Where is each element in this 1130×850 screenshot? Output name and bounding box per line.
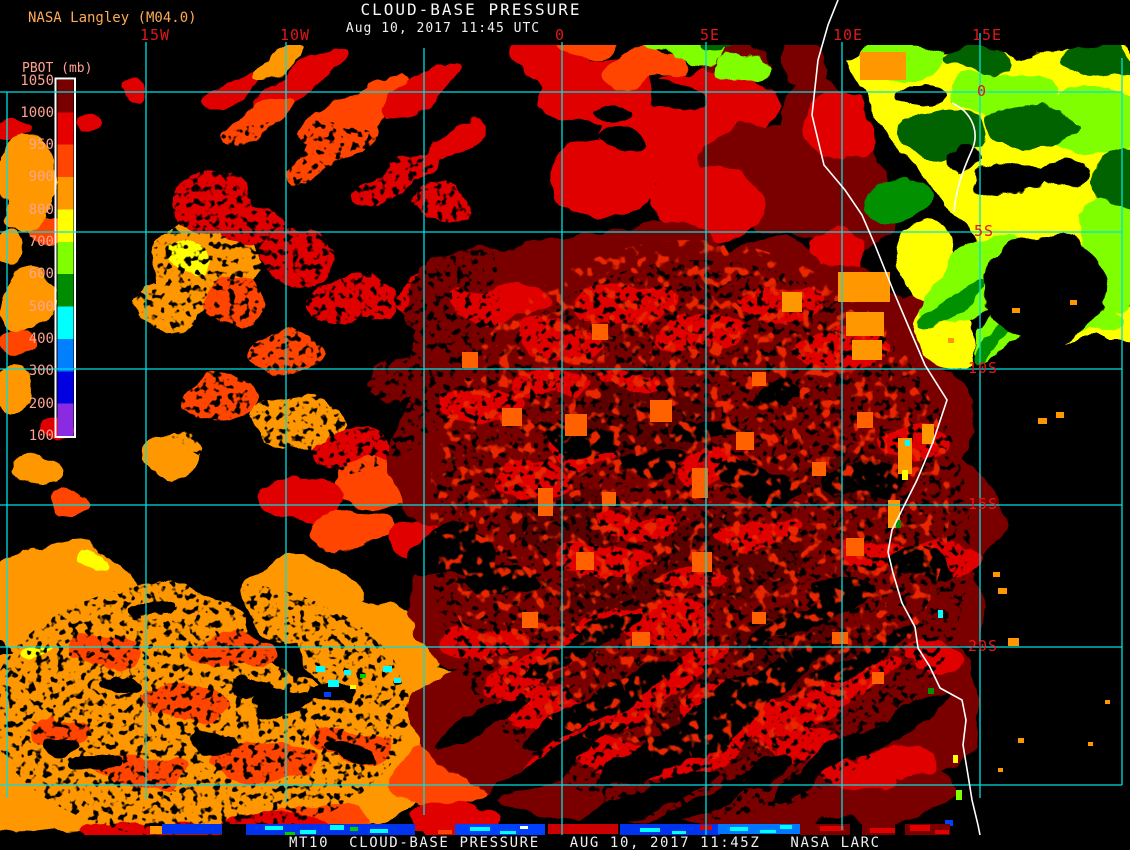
speckle-overlay-southwest xyxy=(0,580,410,840)
bottom-noise-strip xyxy=(150,824,950,835)
lon-labels: 15W 10W 0 5E 10E 15E xyxy=(140,26,1002,44)
page-subtitle: Aug 10, 2017 11:45 UTC xyxy=(346,21,540,36)
lon-label: 15W xyxy=(140,26,170,44)
legend-tick: 950 xyxy=(29,137,54,153)
lat-label: 20S xyxy=(968,637,998,655)
footer-caption: MT10 CLOUD-BASE PRESSURE AUG 10, 2017 11… xyxy=(289,835,881,850)
coastline xyxy=(811,0,981,836)
legend-tick: 200 xyxy=(29,396,54,412)
legend-title: PBOT (mb) xyxy=(22,61,92,76)
legend-tick: 500 xyxy=(29,299,54,315)
lon-label: 15E xyxy=(972,26,1002,44)
legend-tick: 800 xyxy=(29,202,54,218)
speckle-overlay-west xyxy=(100,120,500,480)
legend-tick: 700 xyxy=(29,234,54,250)
coastal-accents xyxy=(896,300,1110,826)
credit-label: NASA Langley (M04.0) xyxy=(28,10,197,26)
legend-ticks: 1050 1000 950 900 800 700 600 500 400 30… xyxy=(20,73,54,444)
river-outline xyxy=(951,102,976,213)
lon-label: 10E xyxy=(833,26,863,44)
legend-tick: 900 xyxy=(29,169,54,185)
legend-tick: 1000 xyxy=(20,105,54,121)
legend-tick: 600 xyxy=(29,266,54,282)
lon-label: 5E xyxy=(700,26,720,44)
bottom-margin xyxy=(0,835,1130,850)
lon-label: 0 xyxy=(555,26,565,44)
legend-colorbar xyxy=(54,77,76,438)
lat-label: 5S xyxy=(974,222,994,240)
lat-labels: 0 5S 10S 15S 20S xyxy=(968,82,998,655)
lat-label: 0 xyxy=(977,82,987,100)
graticule xyxy=(0,33,1123,835)
legend-tick: 300 xyxy=(29,363,54,379)
land-region xyxy=(640,30,1130,375)
legend-tick: 1050 xyxy=(20,73,54,89)
lon-label: 10W xyxy=(280,26,310,44)
top-margin xyxy=(0,0,1130,45)
legend-tick: 100 xyxy=(29,428,54,444)
page-title: CLOUD-BASE PRESSURE xyxy=(360,0,581,19)
lat-label: 15S xyxy=(968,495,998,513)
mottle-overlay-central xyxy=(430,240,950,760)
lat-label: 10S xyxy=(968,359,998,377)
legend-tick: 400 xyxy=(29,331,54,347)
orange-block-artifacts xyxy=(462,52,934,684)
cyan-specks xyxy=(316,666,401,697)
